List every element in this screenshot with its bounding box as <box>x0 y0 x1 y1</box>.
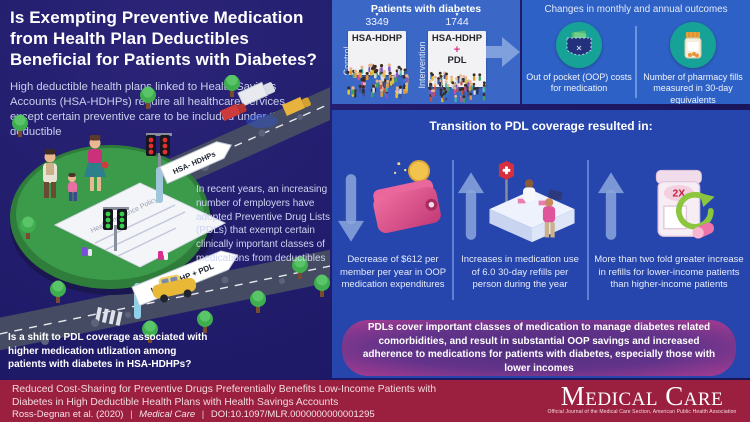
outcome-oop: Out of pocket (OOP) costs for medication <box>526 22 632 95</box>
separator: | <box>201 409 205 420</box>
citation-journal: Medical Care <box>139 409 196 420</box>
pharmacy-icon <box>489 160 575 243</box>
flow-arrow-icon <box>486 37 520 67</box>
citation-doi: DOI:10.1097/MLR.0000000000001295 <box>210 409 375 420</box>
citation-title: Reduced Cost-Sharing for Preventive Drug… <box>12 384 437 408</box>
mother-figure <box>84 135 109 191</box>
up-arrow-icon <box>458 172 484 240</box>
result-oop-decrease-text: Decrease of $612 per member per year in … <box>339 254 447 291</box>
down-arrow-icon <box>338 174 364 242</box>
pocket-money-icon <box>556 22 602 68</box>
intervention-plan-label: HSA-HDHP <box>431 33 483 44</box>
traffic-light-green-icon <box>103 207 129 251</box>
result-twofold-increase-text: More than two fold greater increase in r… <box>594 254 744 291</box>
plus-icon: + <box>453 43 461 56</box>
page-title: Is Exempting Preventive Medication from … <box>10 8 318 70</box>
medical-care-logo: Medical Care Official Journal of the Med… <box>542 381 742 415</box>
summary-text: PDLs cover important classes of medicati… <box>362 322 716 374</box>
outcome-fills-label: Number of pharmacy fills measured in 30-… <box>643 72 743 104</box>
pdl-note-paragraph: In recent years, an increasing number of… <box>196 184 330 264</box>
down-pointer-icon: ▼ <box>454 12 460 18</box>
family-illustration <box>43 135 109 201</box>
divider <box>452 160 454 300</box>
summary-banner: PDLs cover important classes of medicati… <box>342 320 736 376</box>
divider <box>587 160 589 300</box>
citation-credit: Ross-Degnan et al. (2020) | Medical Care… <box>12 409 375 420</box>
child-figure <box>68 173 77 201</box>
control-crowd-illustration <box>346 63 409 99</box>
city-illustration: Health Insurance Policy <box>0 75 330 351</box>
intervention-plan-extra-label: PDL <box>447 55 467 67</box>
outcomes-header: Changes in monthly and annual outcomes <box>544 4 728 15</box>
cohort-panel: Patients with diabetes ▼ ▼ 3349 1744 Con… <box>332 0 520 104</box>
twofold-badge: 2X <box>673 189 686 200</box>
pill-bottle-icon <box>670 22 716 68</box>
medical-care-logo-text: Medical Care <box>560 381 724 411</box>
refill-bottle-icon: 2X <box>655 169 715 239</box>
outcome-oop-label: Out of pocket (OOP) costs for medication <box>526 72 632 94</box>
medicine-bottles <box>82 247 168 260</box>
father-figure <box>43 149 57 198</box>
medical-care-logo-subtext: Official Journal of the Medical Care Sec… <box>547 409 737 415</box>
truck-white-icon <box>237 81 276 107</box>
up-arrow-icon <box>598 172 624 240</box>
footer-bar: Reduced Cost-Sharing for Preventive Drug… <box>0 380 750 422</box>
down-pointer-icon: ▼ <box>374 12 380 18</box>
outcome-fills: Number of pharmacy fills measured in 30-… <box>640 22 746 104</box>
intervention-count: 1744 <box>445 16 469 28</box>
control-plan-label: HSA-HDHP <box>351 33 403 44</box>
wallet-icon <box>373 159 441 234</box>
intervention-crowd-illustration <box>428 71 486 103</box>
outcomes-panel: Changes in monthly and annual outcomes O… <box>522 0 750 104</box>
research-question: Is a shift to PDL coverage associated wi… <box>8 332 208 370</box>
control-plan-box: HSA-HDHP <box>348 31 406 75</box>
divider <box>635 26 637 98</box>
crosswalk <box>95 307 123 326</box>
result-refills-increase-text: Increases in medication use of 6.0 30-da… <box>461 254 579 291</box>
citation-authors: Ross-Degnan et al. (2020) <box>12 409 124 420</box>
cohort-header: Patients with diabetes <box>370 3 482 15</box>
car-icon <box>152 274 197 303</box>
control-count: 3349 <box>365 16 389 28</box>
results-panel: Transition to PDL coverage resulted in: <box>332 110 750 378</box>
results-header: Transition to PDL coverage resulted in: <box>429 119 653 133</box>
truck-red-icon <box>220 103 247 122</box>
water-puddle <box>246 114 278 128</box>
trees <box>12 75 330 343</box>
truck-yellow-icon <box>282 96 311 116</box>
separator: | <box>130 409 133 420</box>
